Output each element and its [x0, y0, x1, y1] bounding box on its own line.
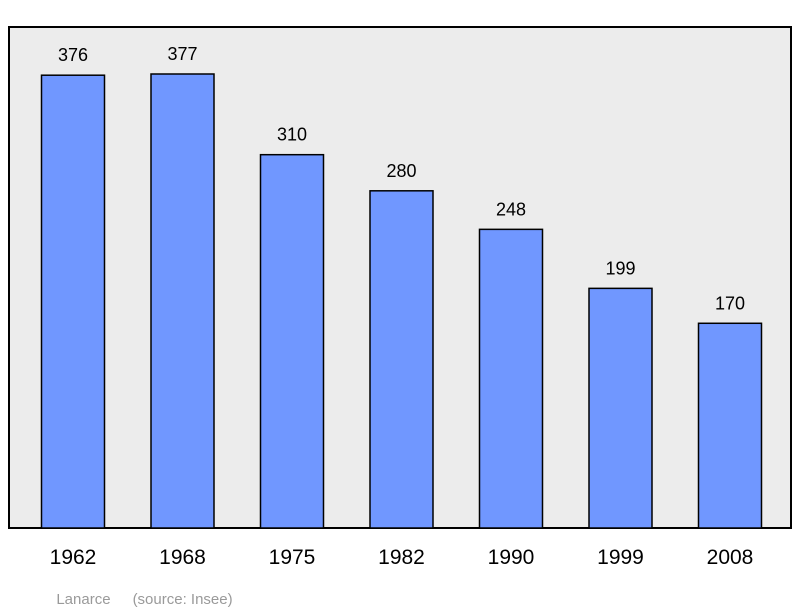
value-label-1999: 199 — [605, 258, 635, 278]
chart-footer: Lanarce (source: Insee) — [48, 574, 255, 608]
bar-1962 — [40, 74, 106, 529]
value-label-2008: 170 — [715, 293, 745, 313]
value-label-1962: 376 — [58, 45, 88, 65]
value-label-1968: 377 — [167, 44, 197, 64]
bar-1968 — [150, 73, 215, 529]
x-tick-1982: 1982 — [378, 546, 425, 569]
footer-source: (source: Insee) — [132, 591, 233, 608]
x-tick-1990: 1990 — [488, 546, 535, 569]
bar-1999 — [588, 287, 653, 529]
x-tick-1962: 1962 — [50, 546, 97, 569]
footer-place: Lanarce — [56, 591, 111, 608]
bar-1982 — [369, 190, 434, 529]
x-tick-labels-group: 1962 1968 1975 1982 1990 1999 2008 — [50, 546, 754, 569]
value-label-1975: 310 — [277, 125, 307, 145]
value-labels-group: 376 377 310 280 248 199 170 — [58, 44, 745, 313]
x-tick-2008: 2008 — [707, 546, 754, 569]
x-tick-1999: 1999 — [597, 546, 644, 569]
bar-1975 — [259, 153, 325, 529]
bars-group — [40, 73, 763, 529]
value-label-1990: 248 — [496, 199, 526, 219]
value-label-1982: 280 — [386, 161, 416, 181]
x-tick-1968: 1968 — [159, 546, 206, 569]
bar-1990 — [478, 228, 544, 529]
bar-2008 — [697, 322, 763, 529]
x-tick-1975: 1975 — [269, 546, 316, 569]
